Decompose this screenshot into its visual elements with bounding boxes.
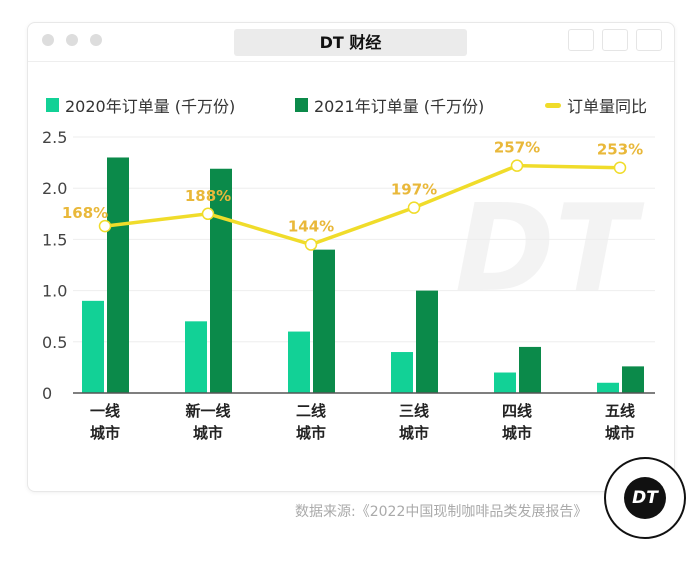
- bar-2021: [210, 168, 232, 393]
- watermark: DT: [455, 180, 645, 319]
- yoy-data-label: 257%: [494, 139, 540, 157]
- record-icon[interactable]: [568, 29, 594, 51]
- bar-2021: [313, 249, 335, 393]
- x-tick-label: 城市: [193, 424, 223, 442]
- x-tick-label: 城市: [90, 424, 120, 442]
- y-tick-label: 0: [42, 384, 52, 403]
- bar-2021: [519, 346, 541, 393]
- y-tick-label: 1.0: [42, 282, 67, 301]
- yoy-point: [98, 219, 112, 233]
- yoy-data-label: 188%: [185, 187, 231, 205]
- bar-2021: [107, 157, 129, 393]
- yoy-line: [104, 163, 621, 247]
- x-tick-label: 四线: [502, 402, 532, 420]
- bar-2020: [494, 372, 516, 393]
- x-tick-label: 三线: [399, 402, 429, 420]
- legend-2021: 2021年订单量 (千万份): [295, 93, 484, 117]
- x-tick-label: 城市: [502, 424, 532, 442]
- y-tick-label: 1.5: [42, 230, 67, 249]
- bar-2020: [185, 321, 207, 393]
- bar-2020: [82, 300, 104, 393]
- x-tick-label: 城市: [605, 424, 635, 442]
- legend-swatch-2021: [295, 98, 308, 112]
- x-tick-label: 城市: [399, 424, 429, 442]
- legend-swatch-yoy: [545, 102, 561, 108]
- source-note: 数据来源:《2022中国现制咖啡品类发展报告》: [295, 504, 588, 520]
- copy-icon[interactable]: [636, 29, 662, 51]
- chart-window: DT 财经: [27, 22, 675, 492]
- legend-label: 订单量同比: [567, 97, 648, 116]
- x-tick-label: 新一线: [185, 402, 230, 420]
- bar-2021: [622, 366, 644, 393]
- yoy-data-label: 144%: [288, 218, 334, 236]
- legend-2020: 2020年订单量 (千万份): [46, 93, 235, 117]
- yoy-point: [510, 159, 524, 172]
- yoy-data-label: 197%: [391, 181, 437, 199]
- yoy-data-label: 168%: [62, 204, 108, 222]
- y-tick-label: 2.0: [42, 179, 67, 198]
- y-tick-label: 0.5: [42, 333, 67, 352]
- bar-2020: [391, 352, 413, 393]
- x-tick-label: 城市: [296, 424, 326, 442]
- maximize-icon[interactable]: [90, 34, 102, 46]
- x-tick-label: 二线: [296, 402, 326, 420]
- bar-2020: [288, 331, 310, 393]
- yoy-point: [304, 238, 318, 251]
- share-icon[interactable]: [602, 29, 628, 51]
- close-icon[interactable]: [42, 34, 54, 46]
- yoy-data-label: 253%: [597, 141, 643, 159]
- legend-swatch-2020: [46, 98, 59, 112]
- y-tick-label: 2.5: [42, 128, 67, 147]
- dt-logo: DT: [604, 457, 686, 539]
- yoy-point: [613, 161, 627, 174]
- x-tick-label: 一线: [90, 402, 120, 420]
- window-title: DT 财经: [234, 29, 467, 56]
- minimize-icon[interactable]: [66, 34, 78, 46]
- title-bar: DT 财经: [28, 23, 674, 62]
- bar-2020: [597, 382, 619, 393]
- legend-yoy: 订单量同比: [545, 93, 647, 117]
- yoy-point: [407, 201, 421, 214]
- yoy-point: [201, 207, 215, 221]
- x-tick-label: 五线: [605, 402, 635, 420]
- legend-label: 2021年订单量 (千万份): [314, 97, 485, 116]
- bar-2021: [416, 290, 438, 393]
- legend-label: 2020年订单量 (千万份): [65, 97, 236, 116]
